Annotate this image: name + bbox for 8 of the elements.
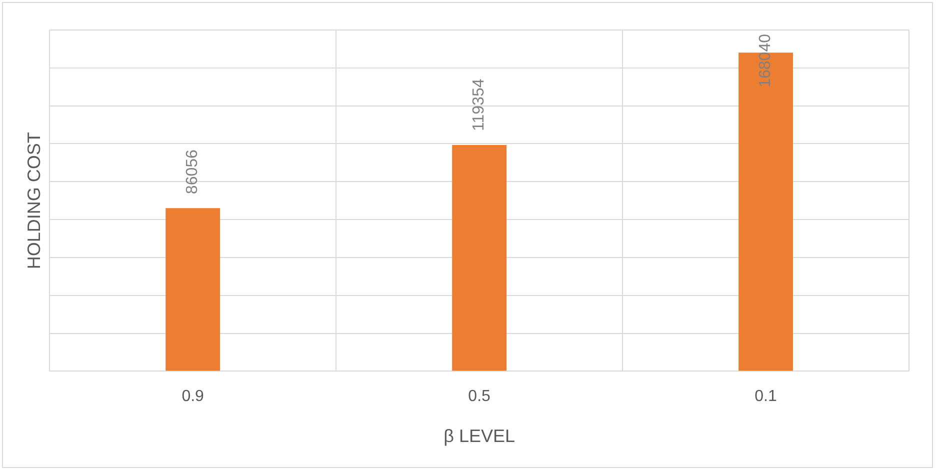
data-label: 119354: [470, 78, 488, 131]
x-tick-label: 0.9: [182, 388, 204, 406]
x-axis-title: β LEVEL: [444, 426, 516, 446]
data-label: 86056: [184, 149, 202, 194]
y-axis-title: HOLDING COST: [24, 132, 44, 270]
x-tick-label: 0.1: [754, 388, 777, 406]
data-label: 168040: [757, 34, 774, 88]
x-tick-label: 0.5: [468, 388, 491, 406]
